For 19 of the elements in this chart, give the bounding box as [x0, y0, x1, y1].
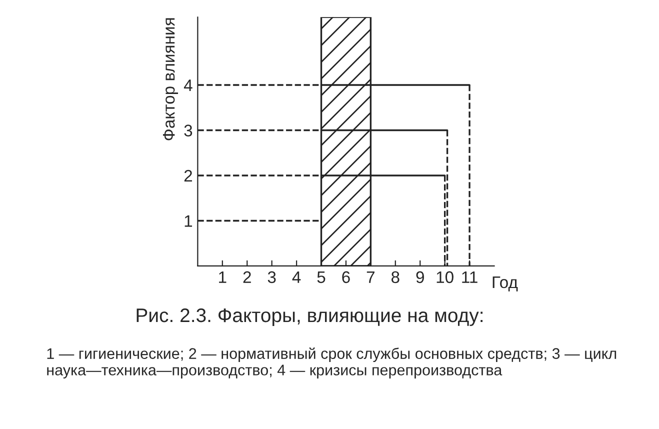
x-tick-label: 7 [366, 271, 374, 283]
x-axis-title: Год [492, 276, 518, 292]
y-tick-label: 1 [184, 215, 192, 227]
x-tick-label: 2 [243, 271, 251, 283]
x-tick-label: 3 [268, 271, 276, 284]
x-tick-label: 4 [292, 271, 301, 283]
y-axis-title: Фактор влияния [163, 18, 178, 140]
x-tick-label: 8 [391, 271, 400, 284]
text: Рис. 2.3. Факторы, влияющие на моду: [136, 308, 482, 326]
x-tick-label: 6 [342, 271, 350, 284]
text: 1 — гигиенические; 2 — нормативный срок службы основных средств; 3 — цикл наука—техника—производство; 4 — кризисы перепроизводства [47, 347, 616, 378]
x-tick-label: 11 [462, 271, 478, 283]
y-tick-label: 4 [184, 80, 192, 92]
x-tick-label: 9 [416, 271, 424, 284]
y-tick-label: 3 [184, 124, 192, 136]
y-tick-label: 2 [184, 170, 192, 182]
x-tick-label: 1 [219, 271, 226, 283]
x-tick-label: 5 [317, 271, 326, 284]
x-tick-label: 10 [436, 271, 454, 284]
